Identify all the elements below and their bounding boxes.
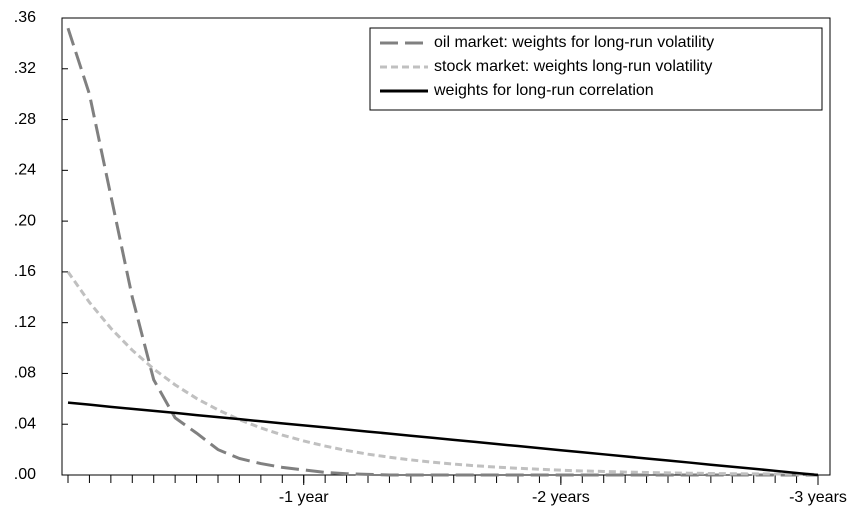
y-tick-label: .32 [14, 60, 36, 77]
legend-box [369, 27, 823, 111]
y-tick-label: .16 [14, 263, 36, 280]
y-tick-label: .28 [14, 111, 36, 128]
legend-label: oil market: weights for long-run volatil… [434, 34, 714, 51]
y-tick-label: .24 [14, 162, 36, 179]
y-tick-label: .36 [14, 9, 36, 26]
y-tick-label: .20 [14, 212, 36, 229]
series-line [67, 401, 819, 477]
x-tick-label: -2 years [532, 489, 590, 506]
legend-label: stock market: weights long-run volatilit… [434, 58, 712, 75]
x-tick-label: -3 years [789, 489, 847, 506]
series-line [66, 27, 818, 477]
y-tick-label: .12 [14, 314, 36, 331]
y-tick-label: .00 [14, 466, 36, 483]
y-tick-label: .08 [14, 365, 36, 382]
x-tick-label: -1 year [279, 489, 329, 506]
y-tick-label: .04 [14, 415, 36, 432]
legend-label: weights for long-run correlation [433, 82, 654, 99]
series-line [66, 271, 819, 476]
